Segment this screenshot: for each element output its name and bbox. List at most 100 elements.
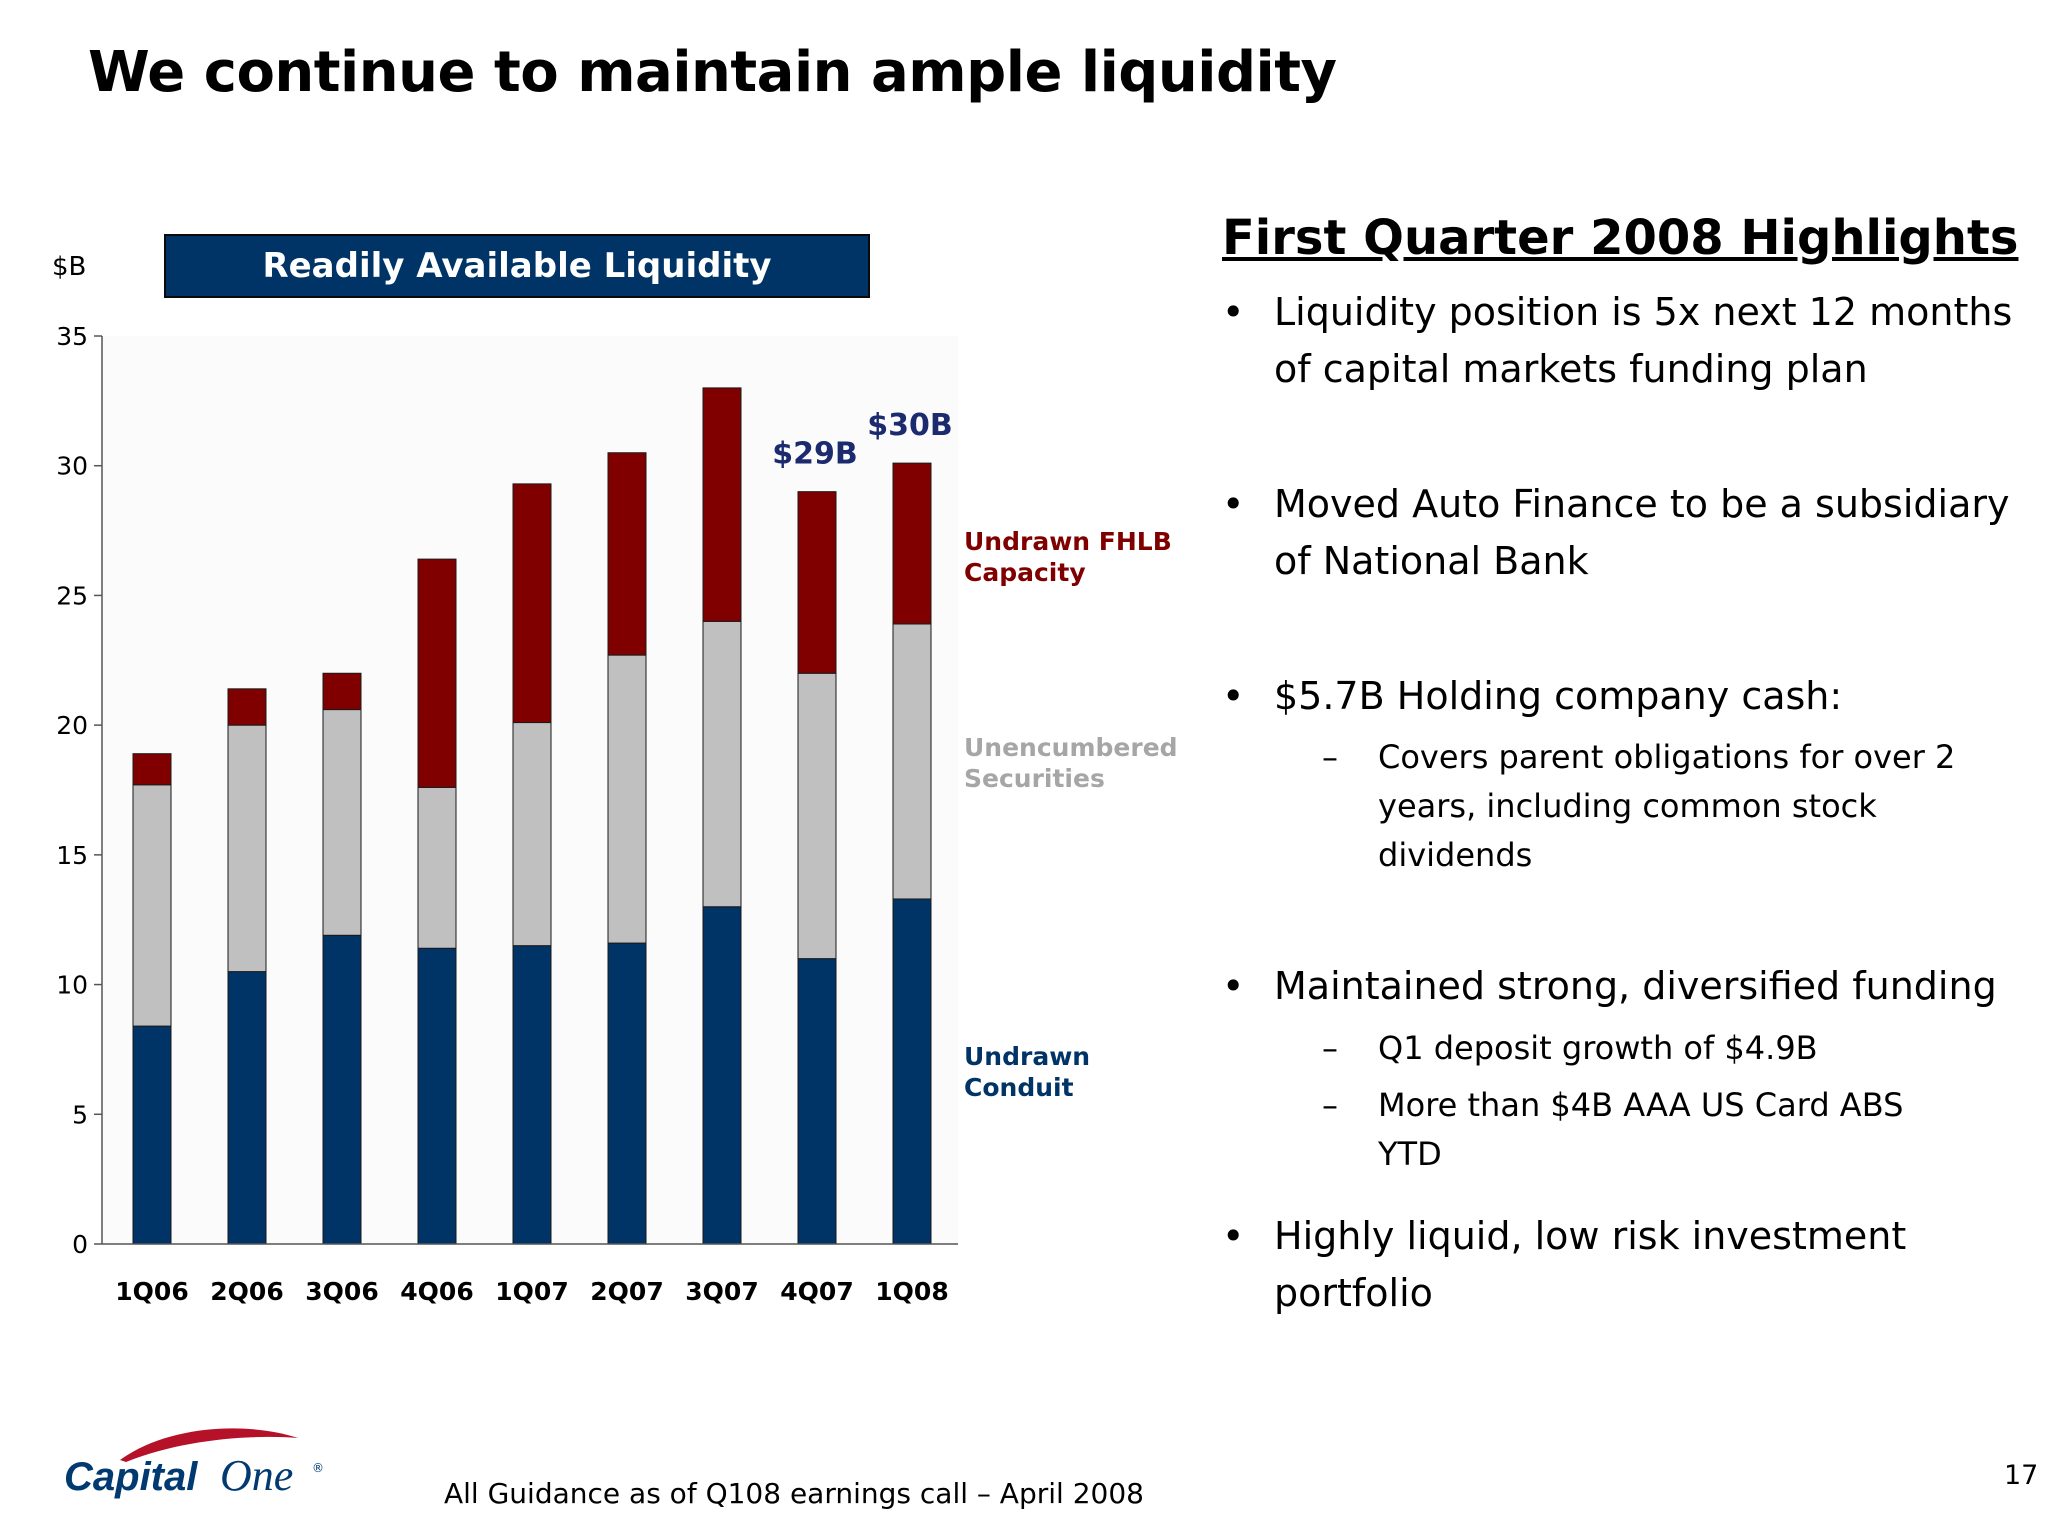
- bar-segment-undrawn-conduit: [227, 971, 267, 1245]
- bullet-line: of National Bank: [1274, 539, 1589, 583]
- bullet-line: Moved Auto Finance to be a subsidiary: [1274, 482, 2010, 526]
- bar-segment-undrawn-conduit: [607, 942, 647, 1245]
- chart-bars: [132, 387, 932, 1245]
- bar-segment-undrawn-fhlb-capacity: [512, 483, 552, 724]
- bar-segment-undrawn-conduit: [892, 898, 932, 1245]
- total-callouts: $29B $30B: [772, 408, 953, 472]
- y-tick-label: 30: [56, 452, 88, 481]
- total-callout: $30B: [867, 408, 953, 443]
- sub-bullet-line: years, including common stock: [1378, 787, 1877, 825]
- sub-bullet-marker: –: [1322, 1086, 1338, 1124]
- x-axis: 1Q06 2Q06 3Q06 4Q06 1Q07 2Q07 3Q07 4Q07 1Q08: [102, 1243, 958, 1306]
- logo-text-capital: Capital: [64, 1455, 198, 1499]
- highlight-bullet: • Maintained strong, diversified funding: [1222, 958, 2022, 1015]
- highlights-title: First Quarter 2008 Highlights: [1222, 210, 2019, 266]
- bullet-line: $5.7B Holding company cash:: [1274, 674, 1843, 718]
- bullet-line: Liquidity position is 5x next 12 months: [1274, 290, 2013, 334]
- chart-banner: Readily Available Liquidity: [164, 234, 870, 298]
- x-tick-label: 1Q06: [115, 1277, 188, 1306]
- bar-segment-unencumbered-securities: [417, 786, 457, 949]
- slide-title: We continue to maintain ample liquidity: [88, 40, 1337, 105]
- bar-segment-undrawn-fhlb-capacity: [417, 558, 457, 788]
- highlight-bullet: • Moved Auto Finance to be a subsidiary …: [1222, 476, 2022, 590]
- bullet-line: of capital markets funding plan: [1274, 347, 1868, 391]
- bar-segment-undrawn-fhlb-capacity: [132, 753, 172, 786]
- x-tick-label: 1Q07: [495, 1277, 568, 1306]
- legend-undrawn-conduit: Undrawn Conduit: [964, 1041, 1090, 1103]
- x-tick-label: 2Q07: [590, 1277, 663, 1306]
- sub-bullet-marker: –: [1322, 1029, 1338, 1067]
- bar-segment-undrawn-conduit: [797, 958, 837, 1245]
- y-tick-label: 5: [72, 1100, 88, 1129]
- y-tick-label: 35: [56, 322, 88, 351]
- total-callout: $29B: [772, 437, 858, 472]
- bar-segment-undrawn-conduit: [417, 947, 457, 1245]
- legend-line: Securities: [964, 764, 1105, 793]
- footnote: All Guidance as of Q108 earnings call – …: [444, 1477, 1144, 1510]
- bullet-marker: •: [1222, 482, 1245, 526]
- y-tick-label: 10: [56, 971, 88, 1000]
- sub-bullet-line: Covers parent obligations for over 2: [1378, 738, 1956, 776]
- y-tick-label: 15: [56, 841, 88, 870]
- bar-segment-unencumbered-securities: [702, 620, 742, 908]
- highlight-sub-bullet: – Covers parent obligations for over 2 y…: [1322, 733, 1962, 880]
- highlight-bullet: • $5.7B Holding company cash:: [1222, 668, 2022, 725]
- y-axis-unit-label: $B: [52, 252, 87, 282]
- y-tick-label: 20: [56, 711, 88, 740]
- capital-one-swoosh-icon: [120, 1428, 298, 1462]
- bar-segment-undrawn-fhlb-capacity: [892, 462, 932, 625]
- bar-segment-undrawn-fhlb-capacity: [702, 387, 742, 622]
- bar-segment-undrawn-conduit: [322, 934, 362, 1245]
- x-tick-label: 1Q08: [875, 1277, 948, 1306]
- sub-bullet-line: dividends: [1378, 836, 1533, 874]
- bullet-marker: •: [1222, 290, 1245, 334]
- x-tick-label: 4Q07: [780, 1277, 853, 1306]
- y-tick-label: 0: [72, 1230, 88, 1259]
- sub-bullet-marker: –: [1322, 738, 1338, 776]
- highlight-sub-bullet: – More than $4B AAA US Card ABS YTD: [1322, 1081, 1962, 1179]
- bar-segment-unencumbered-securities: [227, 724, 267, 973]
- highlight-bullet: • Liquidity position is 5x next 12 month…: [1222, 284, 2022, 398]
- bar-segment-undrawn-conduit: [512, 945, 552, 1245]
- legend-line: Undrawn FHLB: [964, 527, 1172, 556]
- bar-segment-undrawn-fhlb-capacity: [227, 688, 267, 726]
- legend-unencumbered-securities: Unencumbered Securities: [964, 732, 1178, 794]
- bar-segment-unencumbered-securities: [607, 654, 647, 944]
- bar-segment-undrawn-fhlb-capacity: [797, 491, 837, 674]
- bullet-marker: •: [1222, 964, 1245, 1008]
- logo-trademark: ®: [312, 1461, 324, 1475]
- sub-bullet-line: Q1 deposit growth of $4.9B: [1378, 1029, 1818, 1067]
- bar-segment-undrawn-conduit: [132, 1025, 172, 1245]
- x-tick-label: 3Q07: [685, 1277, 758, 1306]
- bullet-line: Highly liquid, low risk investment: [1274, 1214, 1907, 1258]
- bar-segment-undrawn-fhlb-capacity: [607, 452, 647, 656]
- legend-undrawn-fhlb-capacity: Undrawn FHLB Capacity: [964, 526, 1172, 588]
- bullet-marker: •: [1222, 674, 1245, 718]
- legend-line: Undrawn: [964, 1042, 1091, 1071]
- logo-text-one: One: [220, 1451, 293, 1500]
- bar-segment-unencumbered-securities: [892, 623, 932, 900]
- x-tick-label: 4Q06: [400, 1277, 473, 1306]
- bullet-marker: •: [1222, 1214, 1245, 1258]
- bar-segment-undrawn-fhlb-capacity: [322, 672, 362, 711]
- highlight-bullet: • Highly liquid, low risk investment por…: [1222, 1208, 2022, 1322]
- x-tick-label: 3Q06: [305, 1277, 378, 1306]
- bar-segment-undrawn-conduit: [702, 906, 742, 1245]
- y-axis: 0 5 10 15 20 25 30 35: [56, 322, 103, 1259]
- sub-bullet-line: More than $4B AAA US Card ABS YTD: [1378, 1086, 1904, 1173]
- legend-line: Capacity: [964, 558, 1086, 587]
- bar-segment-unencumbered-securities: [132, 784, 172, 1027]
- bar-segment-unencumbered-securities: [797, 672, 837, 960]
- legend-line: Conduit: [964, 1073, 1074, 1102]
- bar-segment-unencumbered-securities: [512, 722, 552, 947]
- bullet-line: portfolio: [1274, 1271, 1433, 1315]
- x-tick-label: 2Q06: [210, 1277, 283, 1306]
- bar-segment-unencumbered-securities: [322, 709, 362, 936]
- bullet-line: Maintained strong, diversified funding: [1274, 964, 1997, 1008]
- y-tick-label: 25: [56, 581, 88, 610]
- page-number: 17: [2004, 1460, 2039, 1491]
- highlight-sub-bullet: – Q1 deposit growth of $4.9B: [1322, 1024, 1962, 1073]
- liquidity-bar-chart: 0 5 10 15 20 25 30 35 1Q06 2Q06 3Q06 4Q06 1Q07 2Q07 3…: [56, 322, 958, 1306]
- capital-one-logo: Capital One ®: [64, 1428, 324, 1500]
- legend-line: Unencumbered: [964, 733, 1178, 762]
